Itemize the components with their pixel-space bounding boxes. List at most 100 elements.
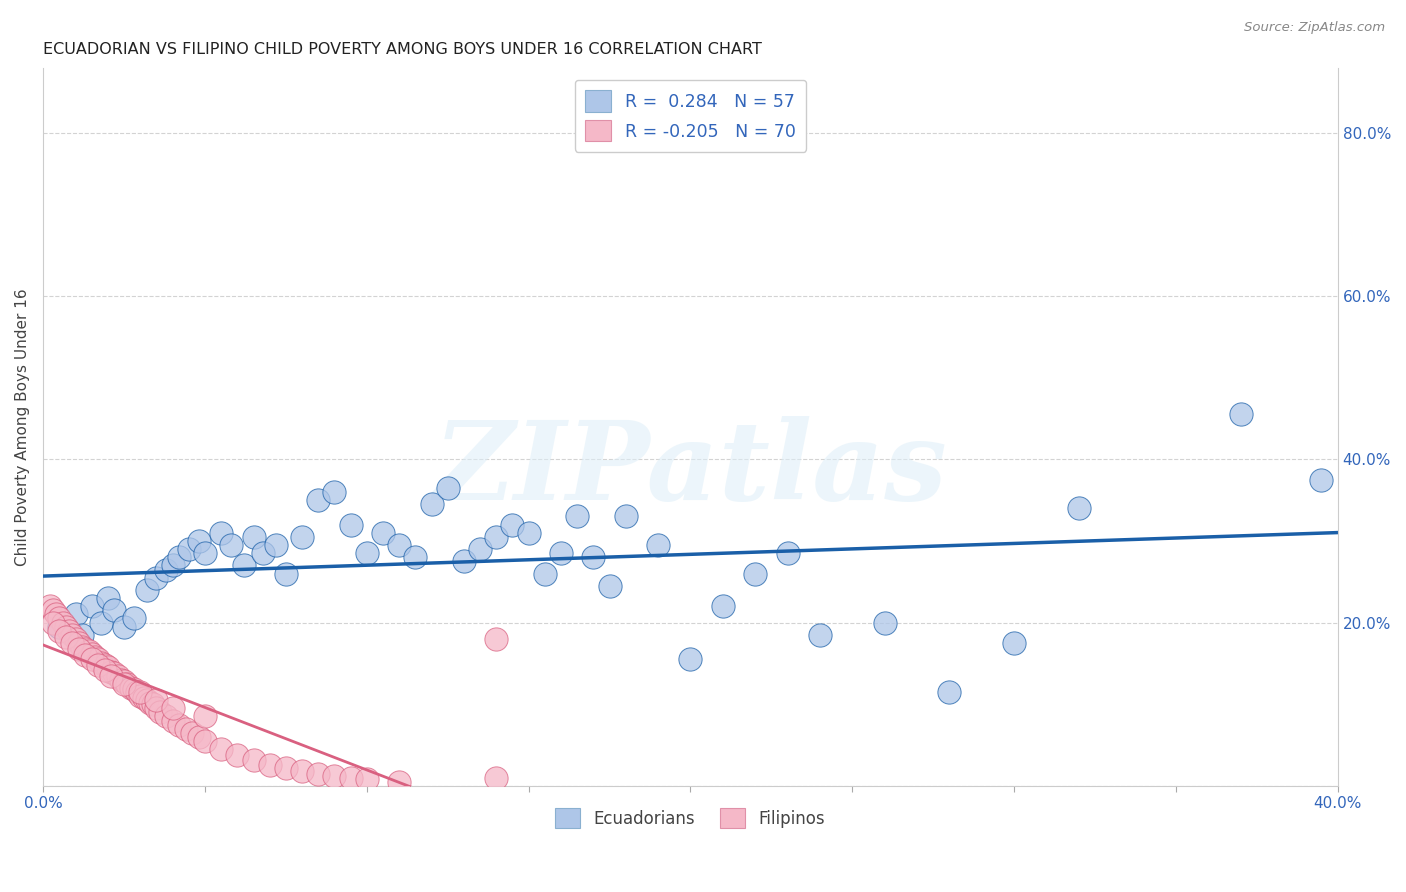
Point: [155, 562, 177, 576]
Point: [60, 628, 83, 642]
Point: [323, 769, 346, 783]
Point: [48, 611, 70, 625]
Point: [259, 758, 281, 772]
Point: [226, 747, 249, 762]
Point: [388, 774, 411, 789]
Point: [129, 685, 152, 699]
Point: [129, 689, 152, 703]
Point: [167, 717, 190, 731]
Point: [356, 546, 378, 560]
Text: ECUADORIAN VS FILIPINO CHILD POVERTY AMONG BOYS UNDER 16 CORRELATION CHART: ECUADORIAN VS FILIPINO CHILD POVERTY AMO…: [44, 42, 762, 57]
Point: [307, 493, 329, 508]
Point: [242, 753, 264, 767]
Point: [84, 649, 107, 664]
Y-axis label: Child Poverty Among Boys Under 16: Child Poverty Among Boys Under 16: [15, 288, 30, 566]
Point: [87, 658, 110, 673]
Point: [274, 566, 297, 581]
Point: [550, 546, 572, 560]
Point: [100, 668, 122, 682]
Point: [209, 742, 232, 756]
Point: [65, 632, 87, 646]
Point: [87, 652, 110, 666]
Point: [938, 685, 960, 699]
Point: [97, 591, 120, 606]
Point: [93, 663, 115, 677]
Point: [565, 509, 588, 524]
Point: [187, 533, 209, 548]
Point: [55, 630, 77, 644]
Point: [177, 542, 200, 557]
Point: [75, 641, 97, 656]
Point: [219, 538, 242, 552]
Point: [356, 772, 378, 787]
Point: [232, 558, 254, 573]
Point: [599, 579, 621, 593]
Point: [90, 615, 112, 630]
Point: [162, 558, 184, 573]
Point: [194, 709, 217, 723]
Point: [145, 701, 167, 715]
Point: [135, 693, 157, 707]
Point: [1310, 473, 1333, 487]
Point: [274, 761, 297, 775]
Point: [60, 636, 83, 650]
Point: [517, 525, 540, 540]
Point: [501, 517, 523, 532]
Point: [453, 554, 475, 568]
Point: [145, 693, 167, 707]
Point: [291, 530, 314, 544]
Point: [97, 660, 120, 674]
Point: [58, 624, 80, 638]
Point: [70, 640, 93, 654]
Point: [149, 706, 172, 720]
Point: [42, 603, 65, 617]
Point: [339, 771, 361, 785]
Point: [181, 725, 204, 739]
Point: [48, 624, 70, 638]
Point: [533, 566, 555, 581]
Point: [291, 764, 314, 778]
Point: [139, 696, 162, 710]
Point: [70, 628, 93, 642]
Point: [90, 657, 112, 671]
Point: [117, 677, 139, 691]
Point: [77, 644, 100, 658]
Point: [93, 658, 115, 673]
Point: [132, 690, 155, 705]
Point: [135, 582, 157, 597]
Point: [122, 682, 145, 697]
Point: [679, 652, 702, 666]
Point: [103, 603, 125, 617]
Text: ZIPatlas: ZIPatlas: [433, 416, 948, 524]
Point: [174, 722, 197, 736]
Point: [647, 538, 669, 552]
Point: [38, 599, 60, 614]
Point: [167, 550, 190, 565]
Point: [485, 632, 508, 646]
Point: [264, 538, 287, 552]
Point: [155, 709, 177, 723]
Point: [162, 714, 184, 728]
Point: [125, 685, 148, 699]
Legend: Ecuadorians, Filipinos: Ecuadorians, Filipinos: [548, 801, 832, 835]
Point: [873, 615, 896, 630]
Point: [112, 677, 135, 691]
Point: [808, 628, 831, 642]
Point: [1067, 501, 1090, 516]
Point: [122, 611, 145, 625]
Point: [67, 636, 90, 650]
Point: [67, 641, 90, 656]
Point: [388, 538, 411, 552]
Point: [80, 647, 103, 661]
Point: [307, 766, 329, 780]
Point: [145, 571, 167, 585]
Point: [776, 546, 799, 560]
Point: [242, 530, 264, 544]
Text: Source: ZipAtlas.com: Source: ZipAtlas.com: [1244, 21, 1385, 34]
Point: [42, 615, 65, 630]
Point: [100, 665, 122, 679]
Point: [323, 485, 346, 500]
Point: [209, 525, 232, 540]
Point: [404, 550, 426, 565]
Point: [110, 673, 132, 687]
